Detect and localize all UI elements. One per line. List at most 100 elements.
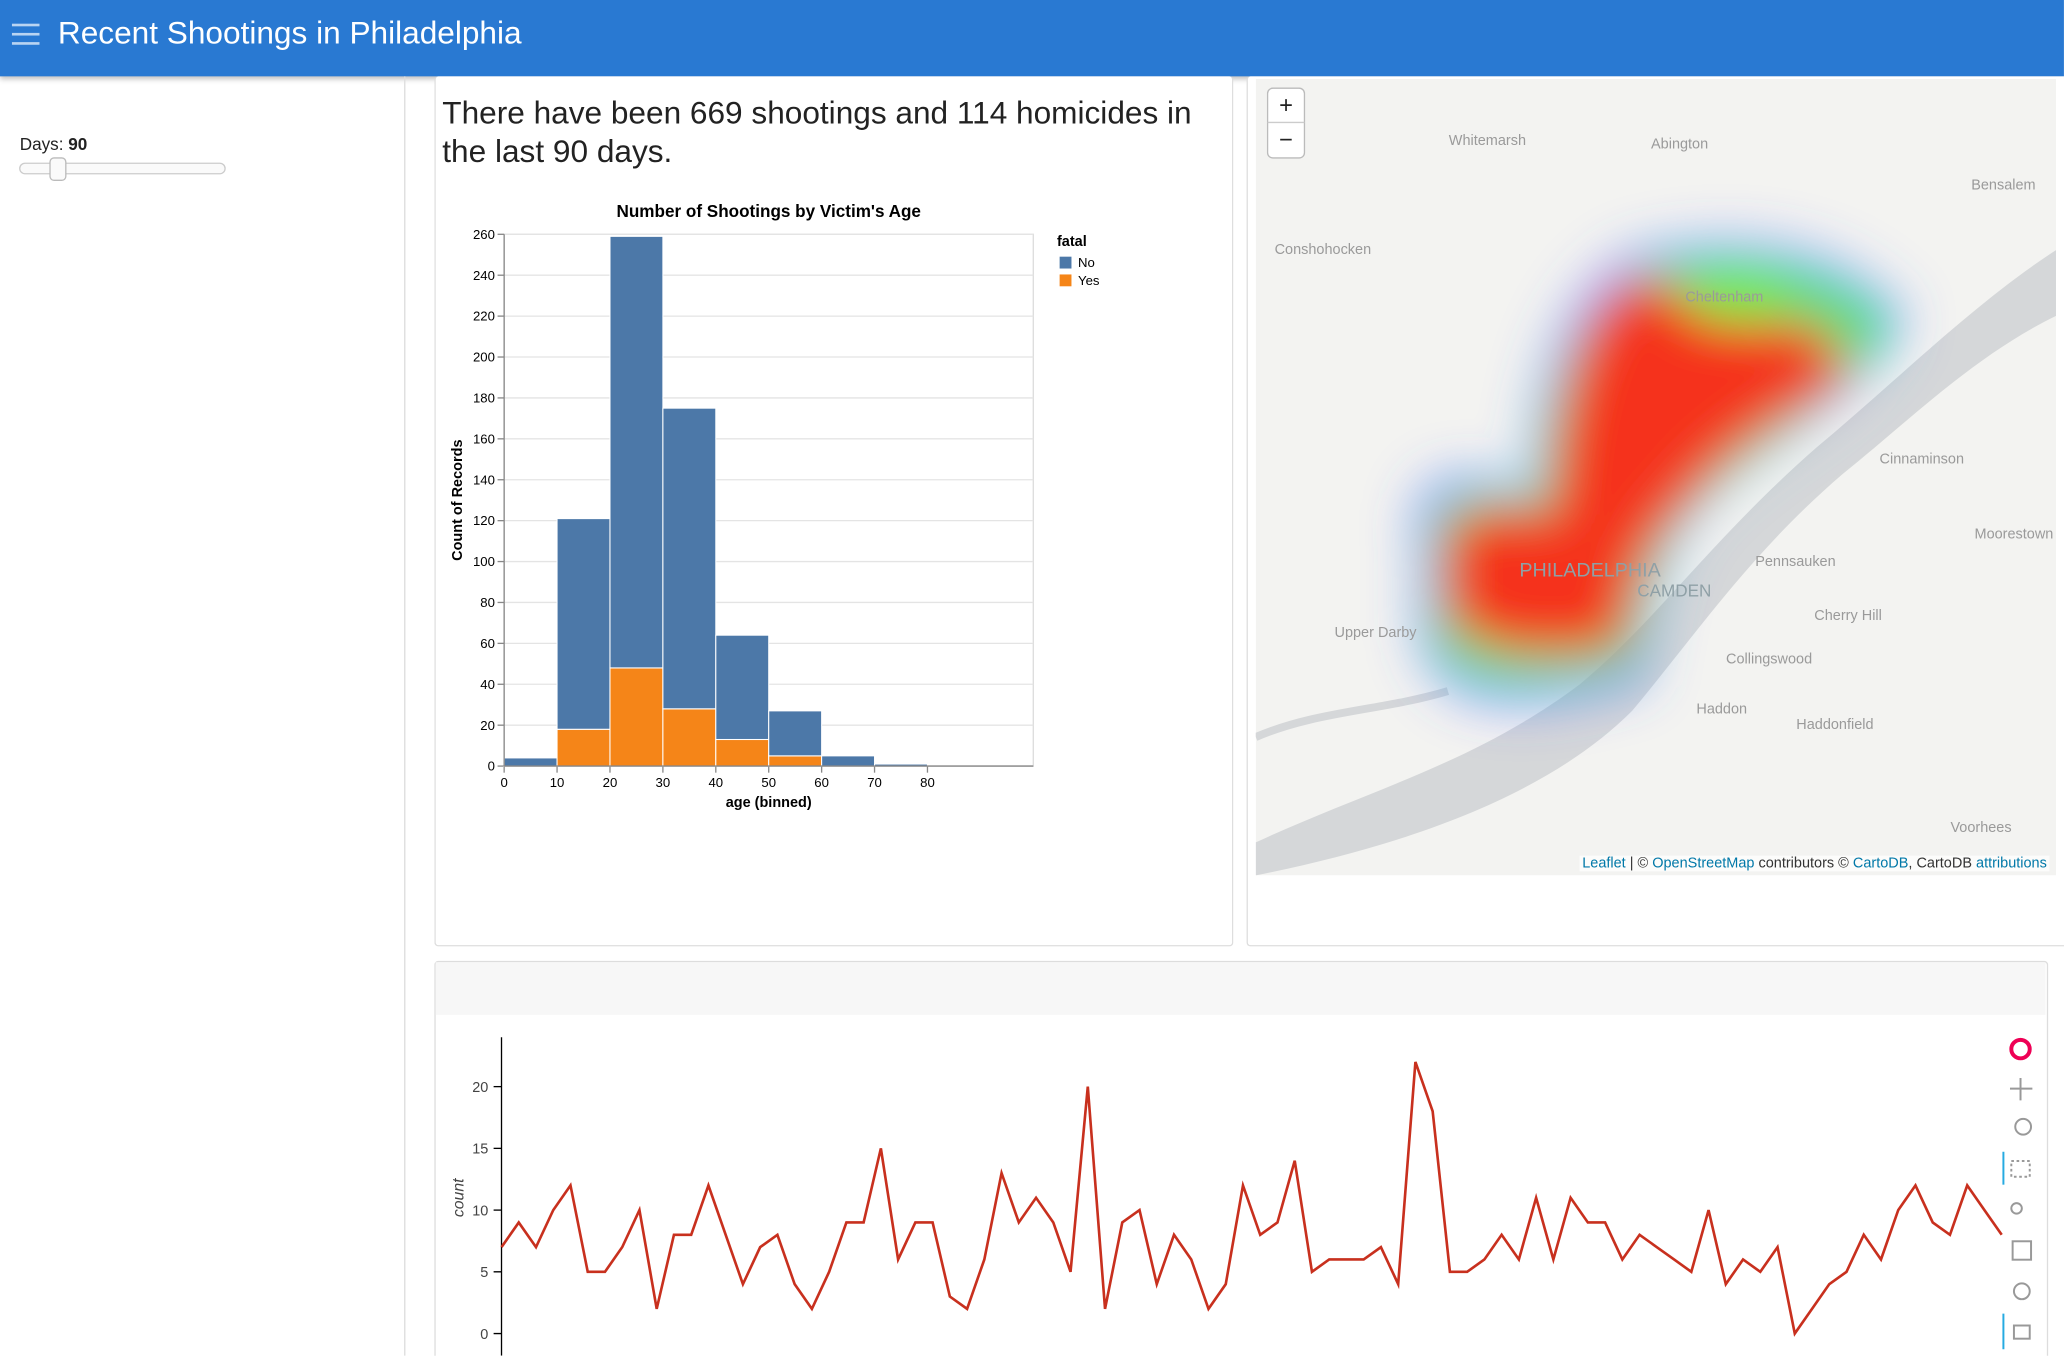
x-tick-label: 0 <box>500 775 507 790</box>
header-title: Recent Shootings in Philadelphia <box>57 15 522 52</box>
y-tick-label: 120 <box>473 513 495 528</box>
line-card-header <box>435 962 2046 1015</box>
y-tick-label: 140 <box>473 472 495 487</box>
y-tick-label: 260 <box>473 227 495 242</box>
bar <box>556 518 611 730</box>
heatmap <box>1411 237 1909 709</box>
x-tick-label: 80 <box>920 775 935 790</box>
legend-swatch <box>1059 256 1072 269</box>
y-axis-label: count <box>450 1178 467 1217</box>
x-tick-label: 70 <box>867 775 882 790</box>
y-tick-label: 0 <box>488 759 495 774</box>
reset-tool[interactable] <box>2012 1282 2031 1301</box>
y-tick-label: 15 <box>472 1142 488 1158</box>
menu-icon[interactable] <box>11 22 41 46</box>
y-tick-label: 160 <box>473 431 495 446</box>
place-label: Abington <box>1651 137 1708 153</box>
zoom-control: + − <box>1266 87 1306 159</box>
hover-tool[interactable] <box>2012 1324 2031 1340</box>
place-label: Whitemarsh <box>1449 133 1526 149</box>
legend-title: fatal <box>1057 234 1087 250</box>
link[interactable]: attributions <box>1976 855 2047 872</box>
x-tick-label: 30 <box>656 775 671 790</box>
y-tick-label: 220 <box>473 309 495 324</box>
line <box>500 1061 2003 1337</box>
bar <box>768 710 823 757</box>
place-label: Haddonfield <box>1796 717 1873 733</box>
place-label: Voorhees <box>1950 820 2011 836</box>
y-tick-label: 10 <box>472 1203 488 1219</box>
bar <box>662 708 717 767</box>
link[interactable]: Leaflet <box>1582 855 1626 872</box>
y-tick-label: 20 <box>472 1080 488 1096</box>
place-label: Upper Darby <box>1335 625 1418 641</box>
y-tick-label: 200 <box>473 350 495 365</box>
legend-swatch <box>1059 274 1072 287</box>
y-axis-label: Count of Records <box>450 440 466 561</box>
place-label: Bensalem <box>1971 178 2035 194</box>
x-axis-label: age (binned) <box>726 795 812 811</box>
bar <box>715 738 770 767</box>
y-tick-label: 80 <box>480 595 495 610</box>
place-label: Pennsauken <box>1755 554 1835 570</box>
place-label: Collingswood <box>1726 651 1812 667</box>
bar <box>821 755 876 767</box>
place-label: Moorestown <box>1975 526 2054 542</box>
map[interactable]: Whitemarsh Abington Bensalem Conshohocke… <box>1255 78 2057 876</box>
bar <box>556 728 611 767</box>
header: Recent Shootings in Philadelphia <box>0 0 2064 77</box>
link[interactable]: OpenStreetMap <box>1652 855 1755 872</box>
line-card <box>434 960 2049 1356</box>
text: contributors © <box>1758 855 1849 872</box>
bar <box>768 755 823 767</box>
summary-text: There have been 669 shootings and 114 ho… <box>442 96 1192 170</box>
y-tick-label: 100 <box>473 554 495 569</box>
x-tick-label: 60 <box>814 775 829 790</box>
y-tick-label: 0 <box>480 1327 488 1343</box>
zoom-out[interactable]: − <box>1279 127 1293 153</box>
bar <box>609 235 664 669</box>
x-tick-label: 20 <box>603 775 618 790</box>
text: , CartoDB <box>1908 855 1972 872</box>
sidebar <box>0 76 406 1356</box>
save-tool[interactable] <box>2011 1240 2033 1261</box>
bar <box>609 667 664 767</box>
y-tick-label: 20 <box>480 718 495 733</box>
x-tick-label: 40 <box>708 775 723 790</box>
legend-label: No <box>1078 255 1095 270</box>
map-attribution: Leaflet | © OpenStreetMap contributors ©… <box>1579 855 2050 872</box>
zoom-tool[interactable] <box>2014 1117 2033 1136</box>
place-label: Cheltenham <box>1685 289 1763 305</box>
legend-label: Yes <box>1078 273 1100 288</box>
place-labels: Whitemarsh Abington Bensalem Conshohocke… <box>1275 133 2054 836</box>
zoom-in[interactable]: + <box>1279 93 1293 119</box>
y-tick-label: 240 <box>473 268 495 283</box>
bokeh-toolbar <box>2002 1037 2033 1350</box>
days-label: Days: 90 <box>20 134 88 154</box>
y-tick-label: 60 <box>480 636 495 651</box>
bar <box>715 634 770 741</box>
place-label: CAMDEN <box>1637 581 1711 600</box>
wheel-tool[interactable] <box>2010 1202 2023 1215</box>
place-label: Haddon <box>1696 701 1747 717</box>
days-slider[interactable] <box>16 155 232 184</box>
bokeh-logo[interactable] <box>2009 1037 2032 1061</box>
label: Days: <box>19 134 64 155</box>
y-tick-label: 180 <box>473 391 495 406</box>
place-label: Conshohocken <box>1275 242 1372 258</box>
chart-title: Number of Shootings by Victim's Age <box>616 202 920 221</box>
value: 90 <box>68 134 88 155</box>
place-label: PHILADELPHIA <box>1519 560 1661 582</box>
x-tick-label: 50 <box>761 775 776 790</box>
pan-tool[interactable] <box>2009 1078 2033 1101</box>
histogram-card <box>434 76 1234 947</box>
bar <box>503 757 558 767</box>
y-tick-label: 5 <box>480 1265 488 1281</box>
link[interactable]: CartoDB <box>1852 855 1909 872</box>
x-tick-label: 10 <box>550 775 565 790</box>
place-label: Cherry Hill <box>1814 608 1882 624</box>
box-zoom-tool[interactable] <box>2010 1159 2031 1178</box>
